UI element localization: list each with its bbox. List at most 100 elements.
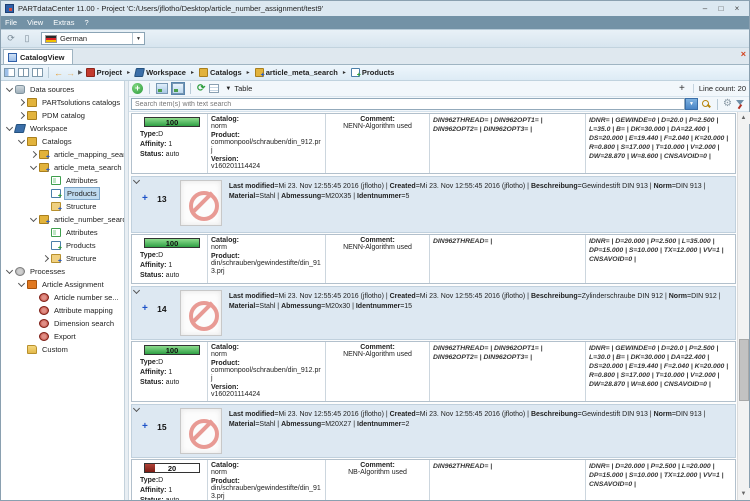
- expander-right-icon[interactable]: [17, 111, 26, 120]
- tree-item-attributes[interactable]: Attributes: [1, 174, 124, 187]
- breadcrumb-item-catalogs[interactable]: Catalogs: [198, 68, 242, 77]
- minimize-button[interactable]: –: [702, 4, 708, 13]
- tree-item-attributes-2[interactable]: Attributes: [1, 226, 124, 239]
- breadcrumb-item-products[interactable]: Products: [350, 68, 394, 79]
- no-expander: [43, 243, 48, 248]
- go-icon[interactable]: ▶: [78, 70, 83, 76]
- tab-catalogview[interactable]: CatalogView: [3, 49, 74, 64]
- tree-item-custom[interactable]: Custom: [1, 343, 124, 356]
- no-expander: [31, 334, 36, 339]
- result-detail-row[interactable]: 100 Type:D Affinity: 1 Status: auto Catalog:…: [131, 113, 736, 174]
- expander-down-icon[interactable]: [132, 286, 141, 295]
- add-item-icon[interactable]: +: [132, 83, 143, 94]
- field-label: Status:: [140, 497, 164, 500]
- gear-icon[interactable]: ⚙: [723, 98, 732, 109]
- tree-item-data-sources[interactable]: Data sources: [1, 83, 124, 96]
- tree-item-partsolutions-catalogs[interactable]: PARTsolutions catalogs: [1, 96, 124, 109]
- scrollbar-thumb[interactable]: [738, 339, 749, 401]
- tree-item-article-number-step[interactable]: Article number se...: [1, 291, 124, 304]
- language-select[interactable]: German ▼: [41, 32, 145, 45]
- tree-item-article-assignment[interactable]: Article Assignment: [1, 278, 124, 291]
- search-dropdown-icon[interactable]: ▼: [685, 98, 699, 110]
- panel-splitter[interactable]: [125, 81, 129, 500]
- table-view-dropdown[interactable]: ▼ Table: [225, 84, 253, 93]
- tree-item-workspace[interactable]: Workspace: [1, 122, 124, 135]
- expander-right-icon[interactable]: [17, 98, 26, 107]
- scrollbar-track[interactable]: [738, 124, 750, 488]
- layout-split-icon[interactable]: [18, 68, 29, 77]
- forward-arrow-icon[interactable]: →: [66, 67, 75, 78]
- pdm-catalog-icon: [27, 111, 37, 120]
- expander-down-icon[interactable]: [132, 176, 141, 185]
- scroll-up-icon[interactable]: ▲: [737, 112, 750, 124]
- result-group-row[interactable]: +13 Last modified=Mi 23. Nov 12:55:45 201…: [131, 176, 736, 233]
- layout-columns-icon[interactable]: [32, 68, 43, 77]
- close-button[interactable]: ×: [734, 4, 740, 13]
- tree-item-attribute-mapping[interactable]: Attribute mapping: [1, 304, 124, 317]
- tree-item-article-number-search[interactable]: article_number_search: [1, 213, 124, 226]
- expander-down-icon[interactable]: [5, 123, 14, 132]
- result-detail-row[interactable]: 100 Type:D Affinity: 1 Status: auto Catalog:…: [131, 341, 736, 402]
- no-expander: [43, 230, 48, 235]
- expander-down-icon[interactable]: [29, 162, 38, 171]
- tree-item-export[interactable]: Export: [1, 330, 124, 343]
- maximize-button[interactable]: □: [718, 4, 724, 13]
- comment-cell: Comment: NB-Algorithm used: [326, 460, 430, 500]
- sync-icon[interactable]: ⟳: [7, 33, 15, 43]
- titlebar: PARTdataCenter 11.00 - Project 'C:/Users…: [1, 1, 749, 16]
- search-icon[interactable]: [701, 99, 712, 110]
- breadcrumb-item-workspace[interactable]: Workspace: [134, 68, 186, 77]
- back-arrow-icon[interactable]: ←: [54, 67, 63, 78]
- list-icon[interactable]: [209, 84, 220, 93]
- tree-item-products[interactable]: Products: [1, 187, 124, 200]
- expander-down-icon[interactable]: [5, 84, 14, 93]
- add-row-icon[interactable]: +: [142, 421, 148, 432]
- menu-item-[interactable]: ?: [84, 18, 89, 27]
- product-cell: Catalog: norm Product: commonpool/schrauben…: [208, 114, 326, 173]
- tree-item-pdm-catalog[interactable]: PDM catalog: [1, 109, 124, 122]
- result-detail-row[interactable]: 100 Type:D Affinity: 1 Status: auto Catalog:…: [131, 234, 736, 284]
- menu-item-file[interactable]: File: [5, 18, 18, 27]
- progressbar-fill: [145, 118, 199, 126]
- tree-item-article-meta-search[interactable]: article_meta_search: [1, 161, 124, 174]
- breadcrumb-item-project[interactable]: Project: [85, 68, 122, 77]
- no-expander: [43, 178, 48, 183]
- add-row-icon[interactable]: +: [142, 303, 148, 314]
- close-view-icon[interactable]: ×: [740, 49, 746, 59]
- layout-single-icon[interactable]: [4, 68, 15, 77]
- add-line-button[interactable]: +: [679, 83, 685, 94]
- menu-item-extras[interactable]: Extras: [53, 18, 75, 27]
- expander-down-icon[interactable]: [132, 404, 141, 413]
- tree-item-structure-2[interactable]: Structure: [1, 252, 124, 265]
- tree-item-structure[interactable]: Structure: [1, 200, 124, 213]
- copy-icon[interactable]: ▯: [24, 33, 30, 43]
- expander-down-icon[interactable]: [29, 214, 38, 223]
- filter-edit-icon[interactable]: [735, 99, 746, 110]
- expander-down-icon[interactable]: [5, 266, 14, 275]
- values-value: IDNR= | D=20.000 | P=2.500 | L=35.000 | …: [589, 238, 724, 263]
- expander-down-icon[interactable]: [17, 279, 26, 288]
- scroll-down-icon[interactable]: ▼: [737, 488, 750, 500]
- tree-item-dimension-search[interactable]: Dimension search: [1, 317, 124, 330]
- menu-item-view[interactable]: View: [27, 18, 44, 27]
- tree-item-products-2[interactable]: Products: [1, 239, 124, 252]
- tree-item-catalogs[interactable]: Catalogs: [1, 135, 124, 148]
- expander-down-icon[interactable]: [17, 136, 26, 145]
- add-row-icon[interactable]: +: [142, 193, 148, 204]
- tree-item-article-mapping-search[interactable]: article_mapping_searc...: [1, 148, 124, 161]
- result-group-row[interactable]: +14 Last modified=Mi 23. Nov 12:55:45 201…: [131, 286, 736, 340]
- breadcrumb-item-article_meta_search[interactable]: article_meta_search: [254, 68, 338, 79]
- view-mode-icon[interactable]: [156, 83, 168, 94]
- affinity-progressbar: 100: [144, 345, 200, 355]
- refresh-icon[interactable]: ⟳: [197, 82, 206, 94]
- search-input[interactable]: [131, 98, 686, 110]
- chevron-down-icon[interactable]: ▼: [132, 33, 144, 44]
- result-group-row[interactable]: +15 Last modified=Mi 23. Nov 12:55:45 201…: [131, 404, 736, 458]
- tree-item-processes[interactable]: Processes: [1, 265, 124, 278]
- field-affinity: Affinity: 1: [140, 369, 173, 376]
- expander-right-icon[interactable]: [29, 150, 38, 159]
- expander-right-icon[interactable]: [41, 254, 50, 263]
- vertical-scrollbar[interactable]: ▲ ▼: [737, 112, 750, 500]
- view-mode-detail-icon[interactable]: [171, 82, 185, 95]
